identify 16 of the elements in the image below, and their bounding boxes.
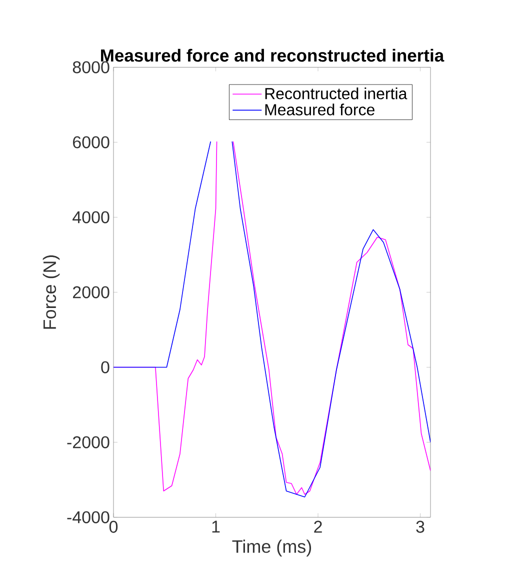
x-axis-title: Time (ms) (232, 540, 312, 556)
x-tick-label: 1 (212, 520, 220, 532)
y-tick-label: 8000 (72, 61, 110, 74)
x-tick-label: 2 (314, 520, 322, 533)
y-tick-label: -4000 (67, 511, 110, 524)
y-tick-label: 0 (101, 361, 110, 374)
y-tick-label: -2000 (67, 436, 110, 448)
y-tick-label: 4000 (72, 211, 110, 224)
y-axis-title: Force (N) (42, 255, 60, 329)
legend-label: Measured force (265, 104, 374, 116)
chart-title: Measured force and reconstructed inertia (101, 48, 444, 62)
x-tick-label: 3 (416, 520, 424, 533)
x-tick-label: 0 (109, 520, 118, 533)
y-tick-label: 2000 (73, 286, 110, 298)
y-tick-label: 6000 (73, 136, 110, 148)
legend-label: Recontructed inertia (265, 88, 408, 100)
